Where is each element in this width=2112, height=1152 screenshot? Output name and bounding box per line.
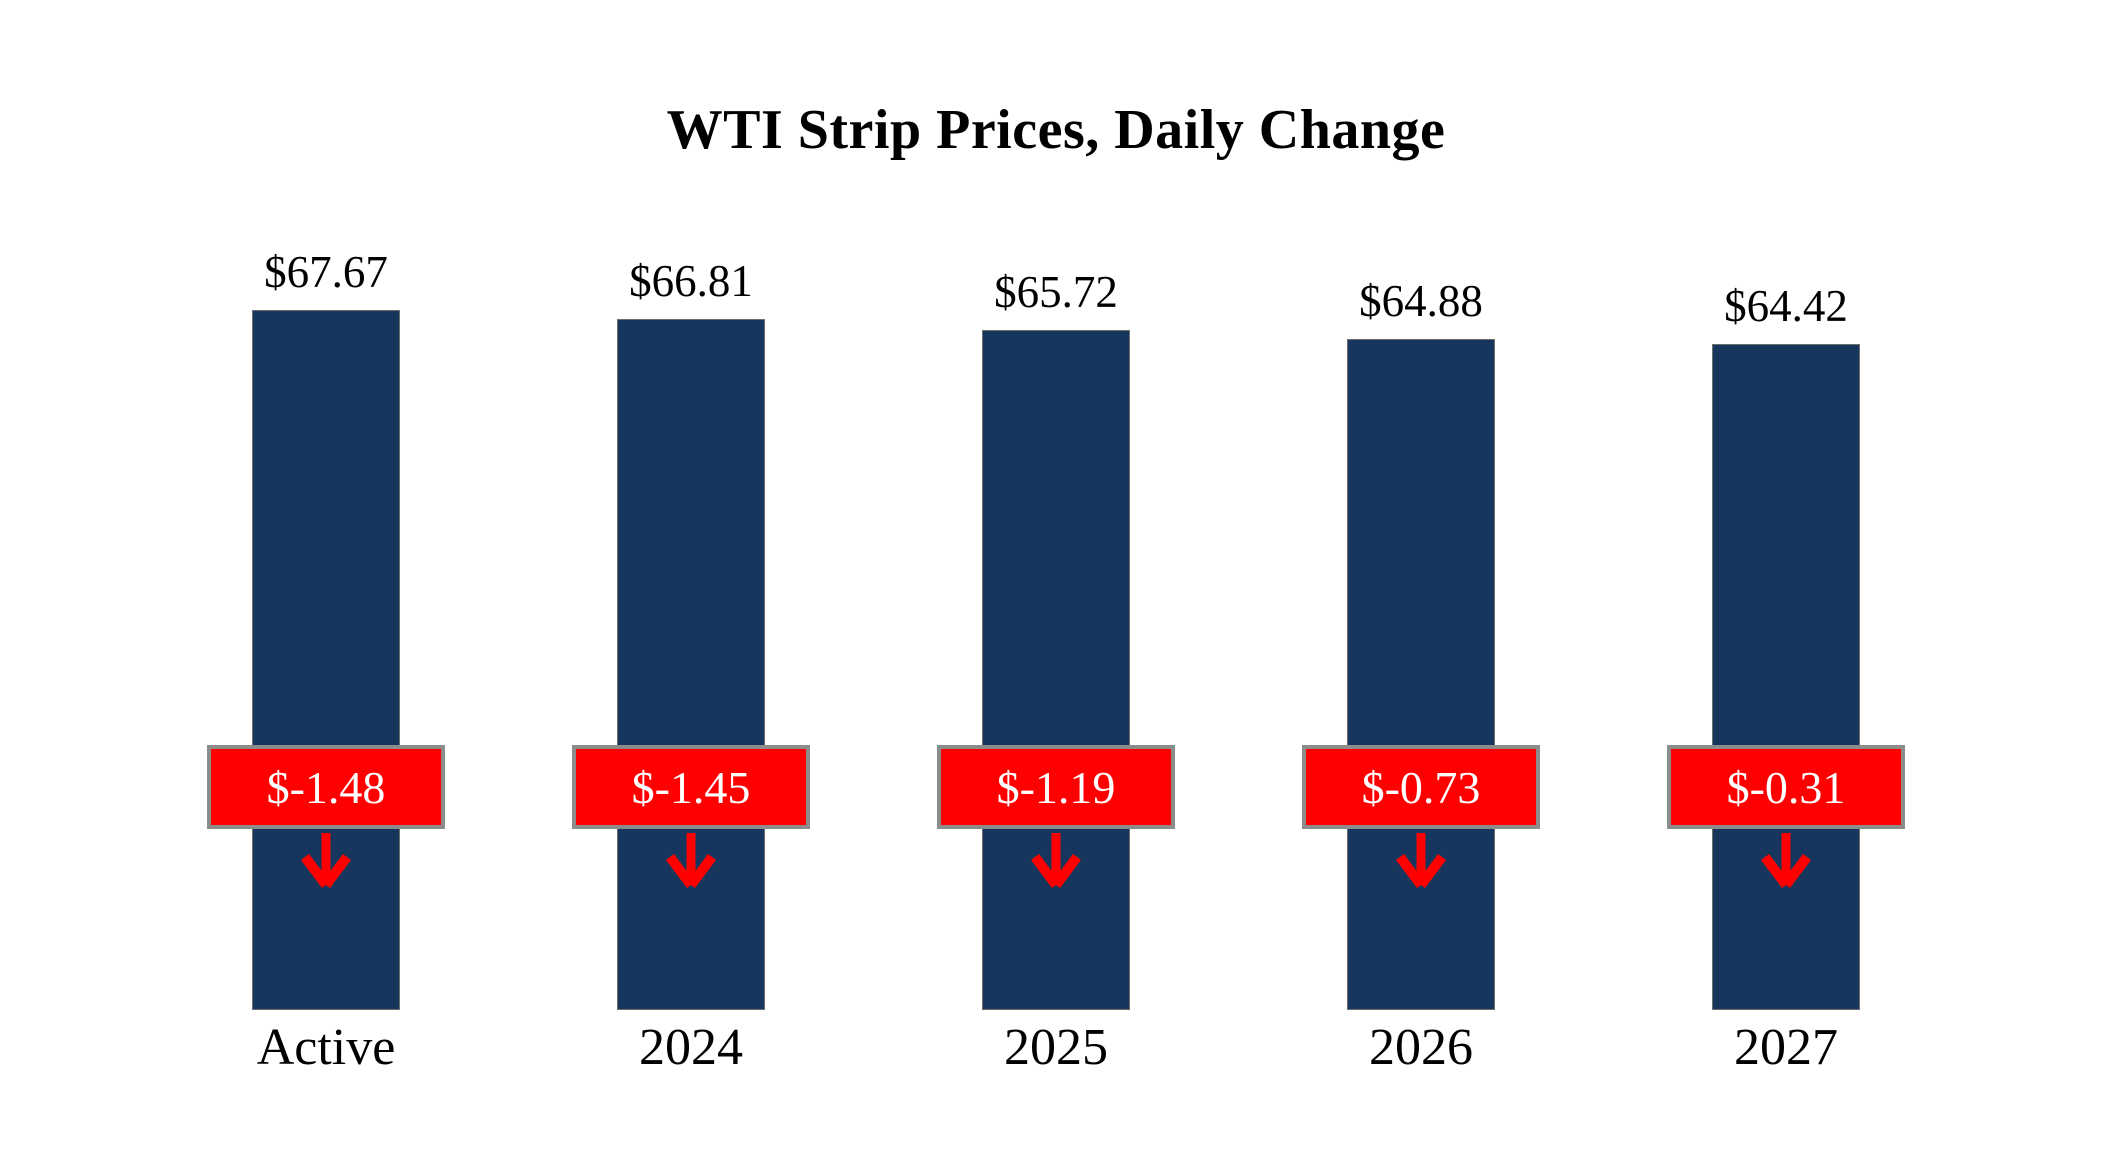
bar-column: $64.88 $-0.73 2026 xyxy=(1302,0,1540,1152)
bar-column: $64.42 $-0.31 2027 xyxy=(1667,0,1905,1152)
bar-value-label: $65.72 xyxy=(994,267,1118,317)
bar-value-label: $64.88 xyxy=(1359,276,1483,326)
change-badge-label: $-0.73 xyxy=(1361,761,1481,813)
down-arrow-icon xyxy=(666,833,716,888)
bar xyxy=(1712,344,1860,1010)
category-label: 2027 xyxy=(1734,1019,1838,1076)
bar-column: $67.67 $-1.48 Active xyxy=(207,0,445,1152)
bar-value-label: $67.67 xyxy=(264,247,388,297)
down-arrow-icon xyxy=(301,833,351,888)
category-label: 2026 xyxy=(1369,1019,1473,1076)
category-label: Active xyxy=(256,1019,396,1076)
chart-title: WTI Strip Prices, Daily Change xyxy=(666,99,1446,161)
down-arrow-icon xyxy=(1396,833,1446,888)
change-badge-label: $-1.45 xyxy=(631,761,751,813)
bar xyxy=(252,310,400,1010)
bar-column: $65.72 $-1.19 2025 xyxy=(937,0,1175,1152)
change-badge-label: $-1.48 xyxy=(266,761,386,813)
bar-value-label: $66.81 xyxy=(629,256,753,306)
bar-column: $66.81 $-1.45 2024 xyxy=(572,0,810,1152)
bar xyxy=(617,319,765,1010)
bar-value-label: $64.42 xyxy=(1724,281,1848,331)
down-arrow-icon xyxy=(1761,833,1811,888)
change-badge-label: $-1.19 xyxy=(996,761,1116,813)
bar xyxy=(982,330,1130,1010)
chart-area: $67.67 $-1.48 Active $66.81 $-1.45 2024 … xyxy=(207,0,1905,1152)
change-badge: $-1.19 xyxy=(937,745,1175,829)
change-badge: $-1.45 xyxy=(572,745,810,829)
change-badge: $-0.31 xyxy=(1667,745,1905,829)
change-badge-label: $-0.31 xyxy=(1726,761,1846,813)
down-arrow-icon xyxy=(1031,833,1081,888)
category-label: 2025 xyxy=(1004,1019,1108,1076)
category-label: 2024 xyxy=(639,1019,743,1076)
change-badge: $-1.48 xyxy=(207,745,445,829)
change-badge: $-0.73 xyxy=(1302,745,1540,829)
bar xyxy=(1347,339,1495,1010)
